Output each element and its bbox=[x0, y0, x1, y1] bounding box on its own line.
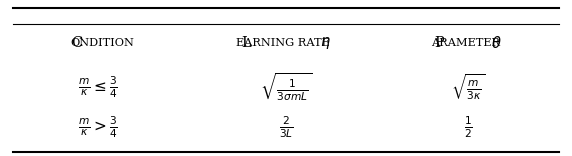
Text: $\frac{2}{3L}$: $\frac{2}{3L}$ bbox=[279, 114, 293, 140]
Text: $\frac{m}{\kappa} > \frac{3}{4}$: $\frac{m}{\kappa} > \frac{3}{4}$ bbox=[78, 114, 118, 140]
Text: ONDITION: ONDITION bbox=[70, 38, 134, 48]
Text: $\frac{m}{\kappa} \leq \frac{3}{4}$: $\frac{m}{\kappa} \leq \frac{3}{4}$ bbox=[78, 74, 118, 100]
Text: $\theta$: $\theta$ bbox=[491, 35, 502, 51]
Text: P: P bbox=[434, 36, 443, 50]
Text: $\sqrt{\frac{m}{3\kappa}}$: $\sqrt{\frac{m}{3\kappa}}$ bbox=[451, 72, 485, 102]
Text: L: L bbox=[241, 36, 251, 50]
Text: $\sqrt{\frac{1}{3\sigma m L}}$: $\sqrt{\frac{1}{3\sigma m L}}$ bbox=[260, 72, 312, 103]
Text: ARAMETER: ARAMETER bbox=[431, 38, 503, 48]
Text: EARNING RATE: EARNING RATE bbox=[236, 38, 333, 48]
Text: C: C bbox=[71, 36, 82, 50]
Text: $\frac{1}{2}$: $\frac{1}{2}$ bbox=[464, 114, 472, 140]
Text: $\eta$: $\eta$ bbox=[320, 35, 331, 51]
